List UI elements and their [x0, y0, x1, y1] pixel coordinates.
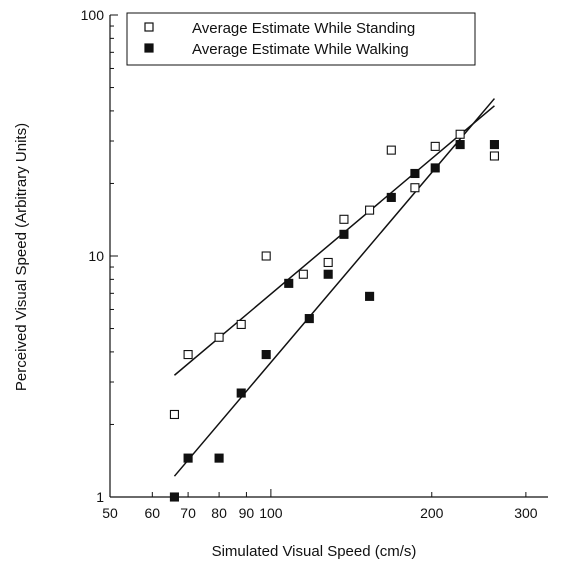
- x-tick-label: 100: [259, 505, 283, 521]
- data-point-standing: [236, 319, 246, 329]
- data-point-walking: [304, 314, 314, 324]
- data-point-standing: [410, 183, 420, 193]
- data-point-walking: [386, 192, 396, 202]
- x-axis-ticks: 50 60 70 80 90 100 200 300: [102, 489, 538, 521]
- data-point-standing: [339, 214, 349, 224]
- data-point-walking: [323, 269, 333, 279]
- data-point-standing: [323, 257, 333, 268]
- data-point-standing: [214, 332, 224, 342]
- y-tick-label: 100: [81, 7, 105, 23]
- x-tick-label: 60: [145, 505, 161, 521]
- legend-box: [126, 12, 476, 66]
- data-point-walking: [169, 492, 179, 502]
- fit-line-standing: [173, 105, 495, 376]
- data-point-walking: [183, 453, 193, 463]
- x-tick-label: 90: [239, 505, 255, 521]
- data-point-walking: [214, 453, 224, 463]
- data-point-standing: [455, 129, 465, 139]
- x-tick-label: 50: [102, 505, 118, 521]
- legend-label-standing: Average Estimate While Standing: [192, 20, 415, 37]
- y-tick-label: 1: [96, 489, 104, 505]
- data-point-walking: [455, 140, 465, 150]
- data-point-standing: [261, 251, 271, 261]
- legend: Average Estimate While Standing Average …: [126, 12, 476, 66]
- y-axis-ticks: 1 10 100: [81, 7, 118, 505]
- legend-filled-square-marker: [144, 43, 154, 53]
- data-point-walking: [410, 168, 420, 179]
- plot-frame: [109, 15, 548, 498]
- data-point-walking: [261, 350, 271, 360]
- data-point-walking: [236, 388, 246, 398]
- data-point-standing: [169, 409, 179, 420]
- data-point-standing: [386, 145, 396, 155]
- data-point-standing: [183, 350, 193, 360]
- data-point-standing: [298, 269, 308, 279]
- data-point-walking: [365, 291, 375, 301]
- x-tick-label: 70: [180, 505, 196, 521]
- data-point-walking: [339, 229, 349, 239]
- y-axis-title: Perceived Visual Speed (Arbitrary Units): [13, 123, 30, 391]
- x-axis-title: Simulated Visual Speed (cm/s): [212, 543, 417, 560]
- legend-open-square-marker: [144, 22, 154, 32]
- x-tick-label: 200: [420, 505, 444, 521]
- x-tick-label: 300: [514, 505, 538, 521]
- data-point-standing: [430, 141, 440, 151]
- data-points: [169, 129, 499, 502]
- legend-label-walking: Average Estimate While Walking: [192, 41, 409, 58]
- data-point-standing: [489, 151, 499, 161]
- data-point-walking: [489, 140, 499, 150]
- data-point-walking: [284, 278, 294, 288]
- fit-line-walking: [173, 98, 496, 477]
- x-tick-label: 80: [211, 505, 227, 521]
- y-tick-label: 10: [88, 248, 104, 264]
- data-point-standing: [365, 205, 375, 215]
- data-point-walking: [430, 163, 440, 173]
- fit-lines: [173, 98, 496, 477]
